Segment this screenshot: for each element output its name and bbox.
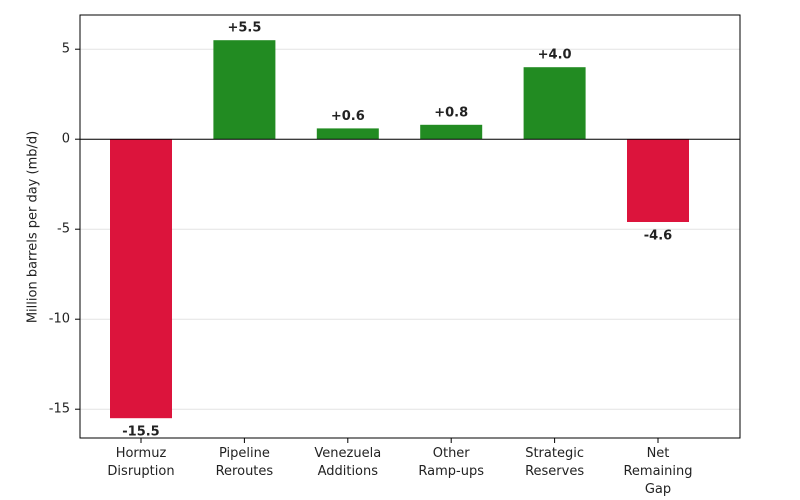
y-tick-label: 0: [62, 132, 70, 147]
value-label: +5.5: [227, 21, 261, 36]
x-tick-label: Net Remaining Gap: [623, 446, 692, 497]
x-tick-label: Venezuela Additions: [314, 446, 381, 479]
y-tick-label: 5: [62, 42, 70, 57]
y-tick-label: -10: [49, 312, 70, 327]
value-label: +0.6: [331, 109, 365, 124]
y-axis-label: Million barrels per day (mb/d): [26, 131, 41, 323]
value-label: +0.8: [434, 105, 468, 120]
bar: [523, 67, 586, 140]
value-label: +4.0: [538, 48, 572, 63]
x-tick-label: Pipeline Reroutes: [216, 446, 274, 479]
bar: [420, 124, 483, 140]
bar: [110, 139, 172, 419]
x-tick-label: Other Ramp-ups: [418, 446, 484, 479]
plot-frame: [79, 14, 741, 439]
x-tick-label: Hormuz Disruption: [107, 446, 174, 479]
value-label: -4.6: [644, 229, 672, 244]
y-tick-label: -5: [57, 222, 70, 237]
y-tick-label: -15: [49, 402, 70, 417]
value-label: -15.5: [122, 425, 159, 440]
bar: [627, 139, 689, 222]
bar: [213, 40, 276, 140]
bar: [316, 128, 379, 140]
x-tick-label: Strategic Reserves: [525, 446, 584, 479]
